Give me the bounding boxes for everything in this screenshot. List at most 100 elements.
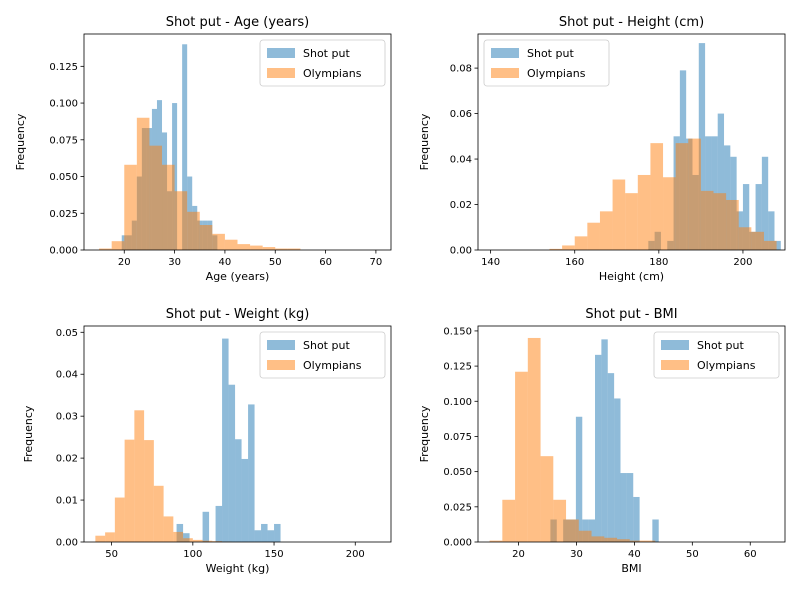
olympians-bar bbox=[527, 337, 541, 542]
shotput-legend-swatch bbox=[267, 48, 295, 58]
olympians-legend-swatch bbox=[661, 360, 689, 370]
chart-panel-2: 140 160 180 200 0.00 0.02 0.04 0.06 0.08 Shot put… bbox=[418, 15, 786, 283]
y-tick-label: 0.125 bbox=[443, 362, 472, 373]
olympians-legend-label: Olympians bbox=[303, 359, 362, 372]
olympians-bar bbox=[187, 211, 200, 250]
y-tick-label: 0.01 bbox=[56, 496, 78, 507]
y-tick-label: 0.00 bbox=[450, 246, 472, 257]
x-tick-label: 150 bbox=[265, 549, 284, 560]
olympians-bar bbox=[663, 177, 676, 250]
y-tick-label: 0.050 bbox=[49, 172, 78, 183]
olympians-bar bbox=[162, 164, 175, 250]
shotput-bar bbox=[742, 184, 750, 250]
y-axis-label: Frequency bbox=[418, 405, 431, 462]
olympians-bar bbox=[574, 236, 588, 250]
x-tick-label: 140 bbox=[481, 257, 500, 268]
shotput-bar bbox=[261, 523, 268, 542]
olympians-bar bbox=[163, 516, 174, 542]
olympians-bar bbox=[95, 535, 106, 542]
y-tick-label: 0.125 bbox=[49, 62, 78, 73]
shotput-bar bbox=[626, 473, 634, 542]
olympians-bar bbox=[489, 540, 503, 542]
shotput-bar bbox=[172, 103, 178, 250]
olympians-bar bbox=[174, 191, 188, 250]
olympians-bar bbox=[275, 248, 288, 250]
y-tick-label: 0.00 bbox=[56, 538, 78, 549]
y-tick-label: 0.04 bbox=[450, 155, 472, 166]
chart-panel-4: 20 30 40 50 60 0.000 0.025 0.050 0.075 0.100 0.125… bbox=[418, 307, 786, 575]
olympians-bar bbox=[637, 174, 651, 250]
olympians-bar bbox=[515, 371, 528, 542]
x-tick-label: 60 bbox=[744, 549, 757, 560]
olympians-bar bbox=[751, 231, 764, 250]
olympians-bar bbox=[675, 143, 689, 250]
y-tick-label: 0.100 bbox=[443, 397, 472, 408]
shotput-legend-label: Shot put bbox=[303, 339, 350, 352]
chart-panel-1: 20 30 40 50 60 70 0.000 0.025 0.050 0.075 0.100 0.1… bbox=[14, 15, 392, 283]
y-tick-label: 0.050 bbox=[443, 467, 472, 478]
shotput-bar bbox=[607, 373, 615, 542]
shotput-bar bbox=[620, 473, 627, 542]
shotput-bar bbox=[595, 354, 602, 542]
shotput-bar bbox=[267, 530, 275, 542]
y-tick-label: 0.02 bbox=[56, 454, 78, 465]
shotput-legend-label: Shot put bbox=[303, 47, 350, 60]
y-axis-label: Frequency bbox=[14, 113, 27, 170]
olympians-bar bbox=[713, 193, 727, 250]
olympians-bar bbox=[629, 540, 643, 542]
olympians-bar bbox=[599, 211, 613, 250]
shotput-legend-swatch bbox=[661, 340, 689, 350]
olympians-bar bbox=[604, 537, 618, 542]
olympians-bar bbox=[287, 248, 301, 250]
olympians-bar bbox=[212, 233, 225, 250]
shotput-legend-label: Shot put bbox=[697, 339, 744, 352]
olympians-legend-label: Olympians bbox=[527, 67, 586, 80]
shotput-bar bbox=[183, 533, 190, 542]
x-tick-label: 20 bbox=[118, 257, 131, 268]
olympians-bar bbox=[250, 245, 263, 250]
olympians-bar bbox=[99, 248, 112, 250]
legend: Shot put Olympians bbox=[483, 39, 610, 87]
y-tick-label: 0.075 bbox=[49, 135, 78, 146]
y-tick-label: 0.100 bbox=[49, 99, 78, 110]
shotput-bar bbox=[717, 113, 725, 250]
shotput-bar bbox=[228, 384, 236, 542]
x-tick-label: 160 bbox=[565, 257, 584, 268]
x-tick-label: 50 bbox=[105, 549, 118, 560]
legend: Shot put Olympians bbox=[653, 331, 780, 379]
olympians-bar bbox=[566, 519, 579, 542]
shotput-bar bbox=[575, 416, 583, 542]
shotput-bar bbox=[241, 458, 249, 542]
x-axis-label: Height (cm) bbox=[599, 270, 664, 283]
shotput-legend-swatch bbox=[491, 48, 519, 58]
olympians-bar bbox=[642, 540, 656, 542]
shotput-bar bbox=[633, 496, 640, 542]
x-tick-label: 30 bbox=[570, 549, 583, 560]
olympians-bar bbox=[562, 245, 575, 250]
x-tick-label: 200 bbox=[733, 257, 752, 268]
shotput-bar bbox=[652, 519, 659, 542]
olympians-bar bbox=[502, 499, 516, 542]
x-tick-label: 100 bbox=[183, 549, 202, 560]
olympians-bar bbox=[111, 241, 125, 250]
shotput-bar bbox=[235, 439, 242, 542]
x-tick-label: 20 bbox=[512, 549, 525, 560]
olympians-bar bbox=[192, 539, 203, 542]
y-tick-label: 0.000 bbox=[443, 538, 472, 549]
y-tick-label: 0.05 bbox=[56, 328, 78, 339]
x-axis-label: Age (years) bbox=[206, 270, 270, 283]
y-tick-label: 0.02 bbox=[450, 200, 472, 211]
shotput-bar bbox=[182, 44, 188, 250]
shotput-bar bbox=[248, 404, 255, 542]
chart-title: Shot put - Weight (kg) bbox=[166, 307, 310, 322]
y-tick-label: 0.08 bbox=[450, 64, 472, 75]
olympians-bar bbox=[549, 248, 563, 250]
olympians-legend-swatch bbox=[267, 360, 295, 370]
olympians-legend-swatch bbox=[267, 68, 295, 78]
shotput-bar bbox=[222, 338, 229, 542]
shotput-bar bbox=[202, 511, 210, 542]
chart-title: Shot put - BMI bbox=[585, 307, 677, 322]
shotput-legend-swatch bbox=[267, 340, 295, 350]
shotput-bar bbox=[768, 211, 775, 250]
